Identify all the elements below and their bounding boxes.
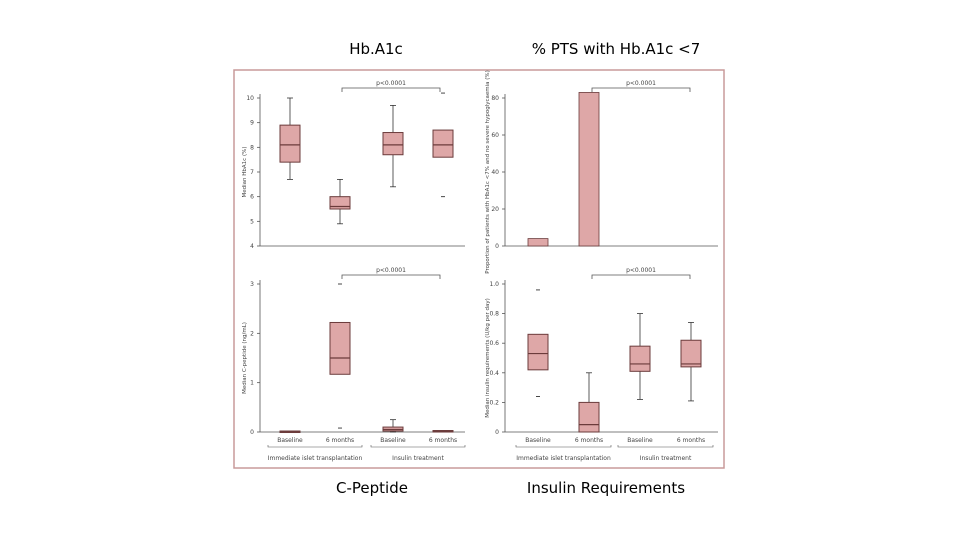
pct_hba1c-ytick-label: 0 [495, 243, 499, 250]
cpeptide-group-label: Insulin treatment [392, 455, 444, 462]
insulin-box [578, 401, 600, 433]
insulin-category-label: Baseline [525, 437, 551, 444]
cpeptide-ytick-label: 3 [250, 281, 254, 288]
cpeptide-significance-bracket [341, 274, 441, 279]
cpeptide-category-label: 6 months [429, 437, 457, 444]
insulin-ytick-label: 0 [495, 429, 499, 436]
insulin-box [629, 345, 651, 372]
insulin-ytick-label: 1.0 [489, 281, 499, 288]
cpeptide-ylabel: Median C-peptide (ng/mL) [242, 322, 248, 394]
caption-c-peptide: C-Peptide [336, 479, 408, 497]
insulin-ytick-label: 0.4 [489, 370, 499, 377]
insulin-category-label: 6 months [575, 437, 603, 444]
pct_hba1c-significance-label: p<0.0001 [626, 80, 656, 87]
hba1c-ytick-label: 5 [250, 218, 254, 225]
insulin-box [527, 333, 549, 371]
insulin-ylabel: Median insulin requirements (U/kg per da… [485, 298, 491, 418]
hba1c-box [279, 124, 301, 163]
insulin-group-bracket [617, 445, 714, 448]
insulin-group-label: Insulin treatment [640, 455, 692, 462]
cpeptide-category-label: Baseline [380, 437, 406, 444]
pct_hba1c-ytick-label: 80 [491, 95, 499, 102]
insulin-ytick-label: 0.2 [489, 399, 499, 406]
hba1c-ytick-label: 8 [250, 144, 254, 151]
hba1c-box [382, 132, 404, 156]
insulin-box [680, 339, 702, 368]
hba1c-ytick-label: 4 [250, 243, 254, 250]
hba1c-box [329, 196, 351, 210]
caption-pct-hba1c: % PTS with Hb.A1c <7 [531, 40, 701, 58]
pct_hba1c-ytick-label: 40 [491, 169, 499, 176]
cpeptide-group-bracket [267, 445, 363, 448]
insulin-category-label: Baseline [627, 437, 653, 444]
hba1c-ylabel: Median HbA1c (%) [242, 147, 248, 198]
caption-hba1c: Hb.A1c [349, 40, 403, 58]
insulin-significance-bracket [591, 274, 691, 279]
cpeptide-box [329, 321, 351, 375]
cpeptide-ytick-label: 1 [250, 380, 254, 387]
figure-frame [233, 69, 725, 469]
insulin-significance-label: p<0.0001 [626, 267, 656, 274]
cpeptide-category-label: 6 months [326, 437, 354, 444]
hba1c-ytick-label: 6 [250, 194, 254, 201]
insulin-category-label: 6 months [677, 437, 705, 444]
insulin-ytick-label: 0.6 [489, 340, 499, 347]
cpeptide-ytick-label: 2 [250, 330, 254, 337]
pct_hba1c-significance-bracket [591, 87, 691, 92]
insulin-group-bracket [515, 445, 612, 448]
insulin-group-label: Immediate islet transplantation [516, 455, 611, 462]
pct_hba1c-bar [527, 238, 549, 247]
cpeptide-ytick-label: 0 [250, 429, 254, 436]
hba1c-ytick-label: 10 [246, 95, 254, 102]
hba1c-ytick-label: 7 [250, 169, 254, 176]
insulin-ytick-label: 0.8 [489, 311, 499, 318]
hba1c-box [432, 129, 454, 158]
hba1c-ytick-label: 9 [250, 120, 254, 127]
cpeptide-group-label: Immediate islet transplantation [268, 455, 363, 462]
pct_hba1c-ytick-label: 20 [491, 206, 499, 213]
hba1c-significance-label: p<0.0001 [376, 80, 406, 87]
caption-insulin-requirements: Insulin Requirements [526, 479, 686, 497]
hba1c-significance-bracket [341, 87, 441, 92]
cpeptide-group-bracket [370, 445, 466, 448]
cpeptide-category-label: Baseline [277, 437, 303, 444]
cpeptide-significance-label: p<0.0001 [376, 267, 406, 274]
pct_hba1c-ytick-label: 60 [491, 132, 499, 139]
pct_hba1c-ylabel: Proportion of patients with HbA1c <7% an… [485, 70, 491, 274]
pct_hba1c-bar [578, 92, 600, 247]
